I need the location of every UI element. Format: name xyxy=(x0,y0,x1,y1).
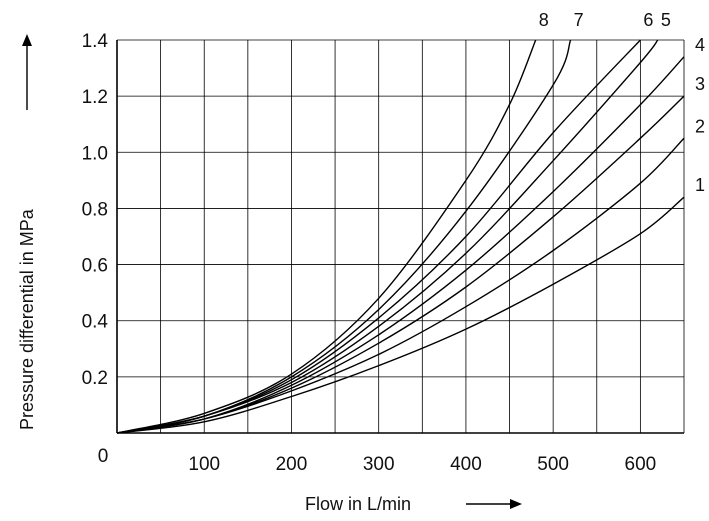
y-tick-label: 1.2 xyxy=(82,87,108,108)
series-line-7 xyxy=(116,39,572,434)
series-line-5 xyxy=(116,39,659,434)
y-tick-label: 0.6 xyxy=(82,256,108,277)
series-label-1: 1 xyxy=(695,175,705,195)
x-tick-label: 600 xyxy=(625,454,657,475)
series-label-4: 4 xyxy=(695,35,705,55)
axes xyxy=(116,40,684,434)
curve-labels: 1 2 3 4 56 7 8 xyxy=(539,10,705,195)
y-tick-label: 0.4 xyxy=(82,312,109,333)
series-label-5: 5 xyxy=(661,10,671,30)
series-label-3: 3 xyxy=(695,74,705,94)
x-tick-label: 100 xyxy=(188,454,220,475)
series-label-6: 6 xyxy=(643,10,653,30)
x-tick-label: 400 xyxy=(450,454,482,475)
x-axis-label: Flow in L/min xyxy=(305,494,411,514)
y-tick-label: 1.4 xyxy=(82,31,109,52)
grid xyxy=(117,39,685,433)
series-line-2 xyxy=(116,137,685,434)
x-axis-arrow-icon xyxy=(466,499,522,509)
y-tick-label: 1.0 xyxy=(82,143,108,164)
y-axis-arrow-icon xyxy=(22,34,32,110)
x-tick-label: 0 xyxy=(98,446,109,467)
series-label-8: 8 xyxy=(539,10,549,30)
y-tick-label: 0.8 xyxy=(82,199,108,220)
y-tick-labels: 0.2 0.4 0.6 0.8 1.0 1.2 1.4 xyxy=(82,31,109,389)
x-tick-labels: 0 100 200 300 400 500 600 xyxy=(98,446,657,475)
x-tick-label: 500 xyxy=(537,454,569,475)
series-label-2: 2 xyxy=(695,116,705,136)
series-label-7: 7 xyxy=(574,10,584,30)
series-line-1 xyxy=(116,196,685,434)
series-line-4 xyxy=(116,56,685,434)
x-tick-label: 300 xyxy=(363,454,395,475)
y-tick-label: 0.2 xyxy=(82,368,108,389)
x-tick-label: 200 xyxy=(276,454,308,475)
y-axis-label: Pressure differential in MPa xyxy=(17,208,37,430)
series-line-8 xyxy=(116,39,537,434)
curves xyxy=(116,39,685,434)
